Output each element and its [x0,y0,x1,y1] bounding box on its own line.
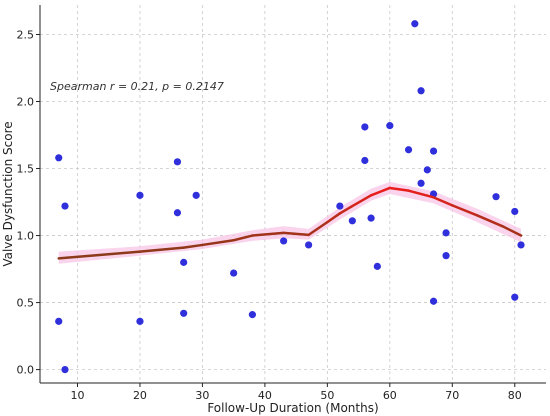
data-point [180,258,188,266]
data-point [429,147,438,155]
data-point [336,202,344,210]
data-point [192,191,200,199]
trend-segment [182,243,204,249]
data-point [373,262,381,270]
y-tick-label: 2.5 [17,28,35,41]
data-point [361,156,369,165]
trend-band [58,181,522,264]
data-point [423,166,431,174]
trend-segment [57,250,142,260]
data-point [404,146,413,154]
x-tick-label: 80 [508,389,522,402]
spearman-annotation: Spearman r = 0.21, p = 0.2147 [50,80,224,93]
data-point [280,237,288,245]
x-tick-label: 50 [320,389,334,402]
trend-line [57,186,523,260]
data-point [429,297,438,305]
data-point [55,154,63,162]
data-point [180,309,188,317]
x-tick-label: 60 [383,389,397,402]
trend-segment [307,220,329,237]
data-point [136,317,144,325]
trend-segment [388,186,410,192]
trend-segment [476,214,504,228]
y-tick-label: 2.0 [17,96,35,109]
y-tick-label: 1.0 [17,230,35,243]
trend-segment [432,196,454,207]
trend-segment [201,238,235,247]
data-points [55,20,525,374]
x-axis-label: Follow-Up Duration (Months) [207,401,378,415]
data-point [517,241,525,249]
trend-segment [282,231,310,237]
data-point [348,217,356,225]
data-point [136,191,144,199]
trend-segment [501,224,523,237]
data-point [230,269,238,277]
y-tick-label: 1.5 [17,163,35,176]
data-point [417,87,425,95]
data-point [367,214,375,222]
data-point [173,158,182,166]
y-axis-label: Valve Dysfunction Score [1,121,15,266]
data-point [61,202,69,210]
data-point [492,193,500,201]
y-tick-label: 0.5 [17,297,35,310]
x-tick-label: 10 [70,389,84,402]
y-tick-label: 0.0 [17,364,35,377]
data-point [361,123,369,131]
trend-segment [232,234,254,242]
data-point [173,209,182,217]
x-tick-label: 30 [195,389,209,402]
trend-confidence-band [58,181,522,264]
trend-segment [326,212,342,224]
data-point [442,252,450,260]
data-point [386,122,394,130]
data-point [511,207,519,216]
x-tick-label: 20 [133,389,147,402]
axes [36,5,546,387]
trend-segment [338,204,354,215]
x-tick-label: 70 [445,389,459,402]
data-point [305,241,313,249]
data-point [411,20,419,28]
data-point [248,311,256,319]
data-point [417,179,425,187]
trend-segment [407,189,435,199]
trend-segment [138,246,185,253]
data-point [442,229,450,237]
data-point [61,365,69,374]
trend-segment [451,204,479,217]
data-point [55,317,63,325]
data-point [511,293,519,301]
trend-segment [251,231,285,237]
tick-labels: 10 20 30 40 50 60 70 80 0.0 0.5 1.0 1.5 2.0 2.5 [17,28,522,402]
grid [40,5,546,383]
trend-segment [351,194,373,208]
trend-segment [369,186,392,197]
x-tick-label: 40 [258,389,272,402]
